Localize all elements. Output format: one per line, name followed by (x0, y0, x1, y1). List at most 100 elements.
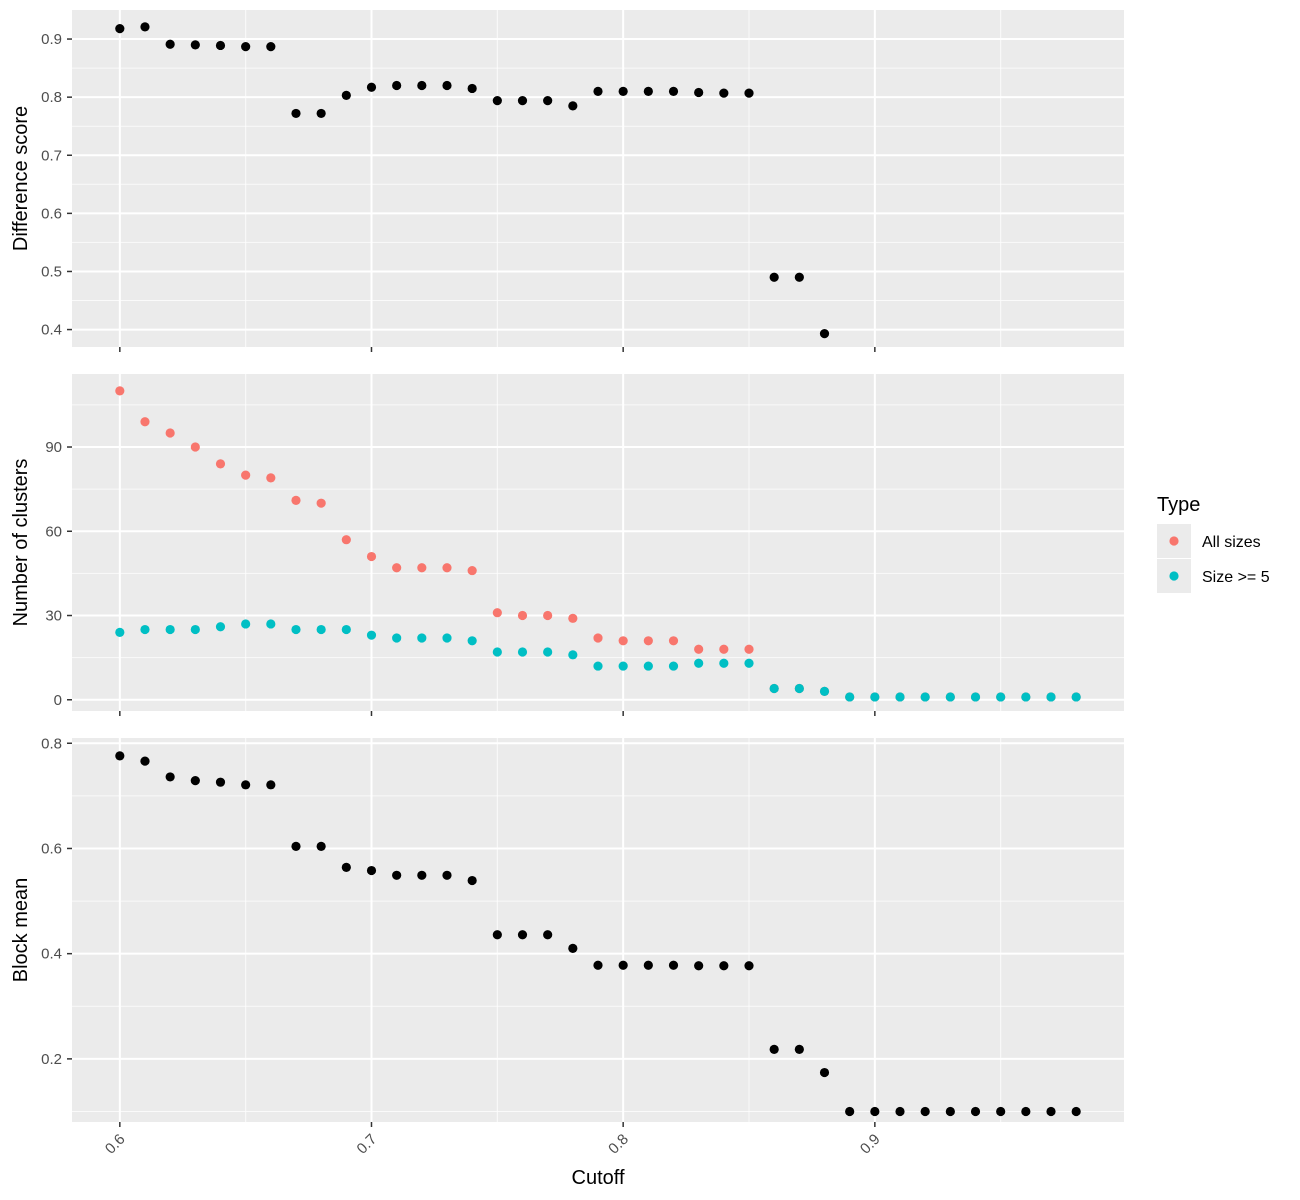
data-point (643, 636, 653, 646)
legend-dot-size-5 (1169, 571, 1179, 581)
data-point (694, 644, 704, 654)
data-point (492, 647, 502, 657)
data-point (366, 551, 377, 562)
data-point (266, 473, 276, 483)
data-point (543, 647, 553, 657)
data-point (870, 1106, 880, 1117)
data-point (618, 86, 628, 96)
data-point (392, 80, 402, 91)
data-point (165, 624, 175, 635)
data-point (266, 42, 276, 52)
y-tick-label: 90 (45, 439, 62, 456)
data-point (744, 88, 754, 98)
data-point (970, 692, 981, 702)
data-point (392, 563, 402, 573)
legend: Type All sizes Size >= 5 (1157, 494, 1270, 593)
data-point (719, 658, 729, 668)
data-point (643, 960, 653, 970)
data-point (593, 86, 603, 96)
data-point (517, 96, 528, 106)
y-tick-label: 30 (45, 608, 62, 625)
y-tick-label: 0.5 (41, 263, 62, 280)
y-axis-title: Difference score (10, 106, 32, 251)
data-point (215, 459, 226, 469)
data-point (190, 40, 200, 50)
data-point (291, 624, 301, 635)
data-point (1071, 692, 1081, 702)
data-point (593, 960, 603, 970)
data-point (568, 943, 578, 954)
y-tick-label: 0.8 (41, 89, 62, 106)
data-point (316, 841, 326, 851)
data-point (442, 563, 452, 573)
x-tick-label: 0.9 (857, 1131, 884, 1158)
data-point (517, 647, 528, 657)
data-point (316, 498, 326, 508)
data-point (241, 470, 251, 480)
data-point (568, 613, 578, 623)
data-point (417, 563, 427, 573)
data-point (970, 1106, 981, 1117)
data-point (467, 636, 477, 646)
data-point (341, 862, 351, 873)
legend-label-all-sizes: All sizes (1202, 534, 1261, 551)
data-point (819, 686, 830, 696)
data-point (1021, 1106, 1031, 1117)
data-point (945, 1106, 955, 1117)
data-point (165, 39, 175, 49)
data-point (140, 756, 150, 766)
data-point (794, 1044, 804, 1055)
data-point (165, 772, 175, 782)
y-tick-label: 0.8 (41, 735, 62, 752)
y-tick-label: 0.4 (41, 322, 62, 339)
data-point (366, 82, 377, 92)
data-point (492, 96, 502, 106)
data-point (543, 96, 553, 106)
y-tick-label: 0 (54, 692, 62, 709)
data-point (190, 624, 200, 635)
data-point (392, 870, 402, 880)
data-point (744, 644, 754, 654)
data-point (996, 1106, 1006, 1117)
data-point (719, 644, 729, 654)
legend-label-size-5: Size >= 5 (1202, 569, 1270, 586)
panel-1: 0.4 0.5 0.6 0.7 0.8 0.9 Difference score (10, 10, 1124, 352)
panel-background (72, 374, 1124, 711)
data-point (215, 40, 226, 51)
panels: 0.4 0.5 0.6 0.7 0.8 0.9 Difference score 0 30 60 9… (10, 10, 1124, 1158)
data-point (1046, 1106, 1056, 1117)
panel-background (72, 10, 1124, 347)
data-point (115, 386, 125, 396)
data-point (744, 658, 754, 668)
data-point (291, 841, 301, 851)
data-point (593, 661, 603, 671)
legend-dot-all-sizes (1169, 536, 1179, 546)
data-point (241, 42, 251, 52)
data-point (996, 692, 1006, 702)
series-1 (115, 751, 1081, 1117)
data-point (895, 692, 905, 702)
data-point (215, 777, 226, 787)
data-point (517, 930, 528, 940)
data-point (467, 875, 477, 886)
data-point (845, 692, 855, 702)
data-point (845, 1106, 855, 1117)
data-point (870, 692, 880, 702)
data-point (366, 865, 377, 876)
data-point (417, 633, 427, 643)
data-point (140, 624, 150, 635)
data-point (215, 622, 226, 632)
y-tick-label: 0.9 (41, 31, 62, 48)
y-tick-label: 0.2 (41, 1051, 62, 1068)
data-point (719, 88, 729, 98)
data-point (266, 619, 276, 629)
data-point (467, 565, 477, 576)
series-2 (115, 619, 1081, 702)
data-point (366, 630, 377, 640)
data-point (794, 683, 804, 694)
data-point (694, 87, 704, 98)
data-point (115, 23, 125, 34)
data-point (694, 658, 704, 668)
data-point (417, 80, 427, 91)
